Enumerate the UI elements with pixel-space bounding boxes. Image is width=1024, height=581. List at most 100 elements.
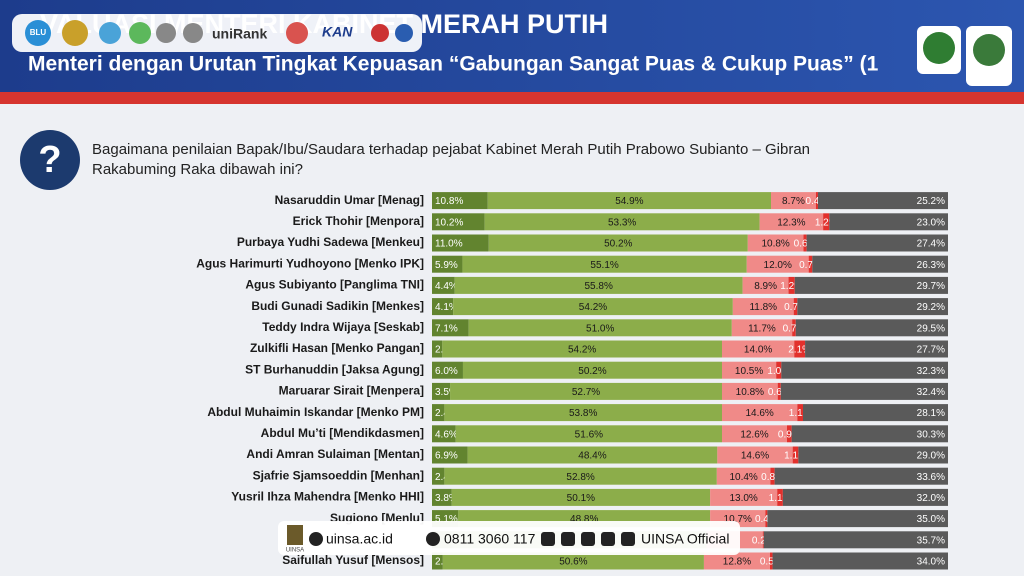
bar-segment <box>795 319 948 337</box>
bar-segment <box>432 446 468 464</box>
category-label: Teddy Indra Wijaya [Seskab] <box>262 320 424 334</box>
bar-segment <box>770 467 775 485</box>
bar-segment <box>762 531 764 549</box>
category-label: Purbaya Yudhi Sadewa [Menkeu] <box>237 235 424 249</box>
bar-segment <box>776 361 782 379</box>
social-icon <box>621 532 635 546</box>
bar-segment <box>721 425 788 443</box>
value-label: 10.8% <box>736 387 764 398</box>
value-label: 25.2% <box>917 196 945 207</box>
bar-segment <box>444 404 722 422</box>
value-label: 12.8% <box>723 557 751 568</box>
value-label: 28.1% <box>917 408 945 419</box>
value-label: 1.2% <box>815 217 838 228</box>
value-label: 50.6% <box>559 557 587 568</box>
bar-segment <box>798 446 948 464</box>
bar-segment <box>742 276 789 294</box>
value-label: 48.8% <box>570 514 598 525</box>
bar-segment <box>747 234 804 252</box>
value-label: 29.2% <box>917 302 945 313</box>
bar-segment <box>780 382 948 400</box>
bar-segment <box>432 298 454 316</box>
value-label: 23.0% <box>917 217 945 228</box>
value-label: 6.9% <box>435 451 458 462</box>
bar-segment <box>432 425 456 443</box>
logo-icon <box>395 24 413 42</box>
value-label: 8.7% <box>782 196 805 207</box>
footer-logo <box>287 525 303 545</box>
bar-segment <box>803 234 807 252</box>
bar-segment <box>462 255 747 273</box>
value-label: 0.5% <box>760 557 783 568</box>
value-label: 50.2% <box>578 366 606 377</box>
bar-segment <box>451 488 711 506</box>
value-label: 5.1% <box>435 514 458 525</box>
bar-segment <box>787 425 792 443</box>
bar-segment <box>797 404 804 422</box>
bar-segment <box>432 552 443 570</box>
bar-segment <box>432 234 489 252</box>
bar-segment <box>432 488 452 506</box>
bar-segment <box>777 488 783 506</box>
bar-segment <box>829 213 948 231</box>
bar-segment <box>432 276 455 294</box>
category-label: Nasaruddin Umar [Menag] <box>275 193 424 207</box>
bar-segment <box>432 192 488 210</box>
value-label: 0.2% <box>752 535 775 546</box>
value-label: 1.1% <box>784 451 807 462</box>
bar-segment <box>797 298 948 316</box>
logo-text: uniRank <box>212 26 267 42</box>
phone-icon <box>426 532 440 546</box>
value-label: 10.8% <box>761 239 789 250</box>
value-label: 29.0% <box>917 451 945 462</box>
bar-segment <box>781 361 948 379</box>
logo-icon <box>129 22 151 44</box>
bar-segment <box>782 488 948 506</box>
question-text: Rakabuming Raka dibawah ini? <box>92 161 303 178</box>
value-label: 1.0% <box>767 366 790 377</box>
category-label: Budi Gunadi Sadikin [Menkes] <box>251 299 424 313</box>
value-label: 12.6% <box>740 429 768 440</box>
bar-segment <box>788 276 795 294</box>
bar-segment <box>432 255 463 273</box>
logo-icon <box>923 32 955 64</box>
logo-text: BLU <box>30 28 47 37</box>
bar-segment <box>772 552 948 570</box>
bar-segment <box>815 192 818 210</box>
value-label: 14.0% <box>744 345 772 356</box>
value-label: 3.5% <box>435 387 458 398</box>
bar-segment <box>767 510 948 528</box>
value-label: 32.3% <box>917 366 945 377</box>
bar-segment <box>432 467 445 485</box>
bar-segment <box>791 425 948 443</box>
bar-segment <box>442 340 722 358</box>
bar-segment <box>432 319 469 337</box>
value-label: 11.8% <box>749 302 777 313</box>
bar-segment <box>487 192 772 210</box>
value-label: 1.1% <box>769 493 792 504</box>
question-icon <box>20 130 80 190</box>
bar-segment <box>794 340 806 358</box>
category-label: Erick Thohir [Menpora] <box>293 214 424 228</box>
value-label: 4.6% <box>435 429 458 440</box>
bar-segment <box>432 382 451 400</box>
bar-segment <box>484 213 760 231</box>
bar-segment <box>794 276 948 294</box>
value-label: 32.4% <box>917 387 945 398</box>
value-label: 3.8% <box>435 493 458 504</box>
value-label: 14.6% <box>741 451 769 462</box>
bar-segment <box>717 446 793 464</box>
logo-icon <box>156 23 176 43</box>
bar-segment <box>774 467 948 485</box>
value-label: 30.3% <box>917 429 945 440</box>
bar-segment <box>769 552 773 570</box>
category-label: Maruarar Sirait [Menpera] <box>279 384 424 398</box>
category-label: Agus Harimurti Yudhoyono [Menko IPK] <box>196 256 424 270</box>
value-label: 26.3% <box>917 260 945 271</box>
value-label: 0.9% <box>778 429 801 440</box>
category-label: Agus Subiyanto [Panglima TNI] <box>245 278 424 292</box>
value-label: 54.2% <box>568 345 596 356</box>
bar-segment <box>731 319 793 337</box>
bar-segment <box>765 510 768 528</box>
footer-logo-text: UINSA <box>286 548 304 554</box>
